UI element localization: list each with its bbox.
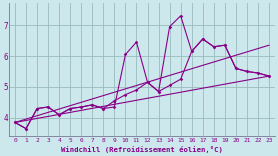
X-axis label: Windchill (Refroidissement éolien,°C): Windchill (Refroidissement éolien,°C) — [61, 146, 223, 153]
